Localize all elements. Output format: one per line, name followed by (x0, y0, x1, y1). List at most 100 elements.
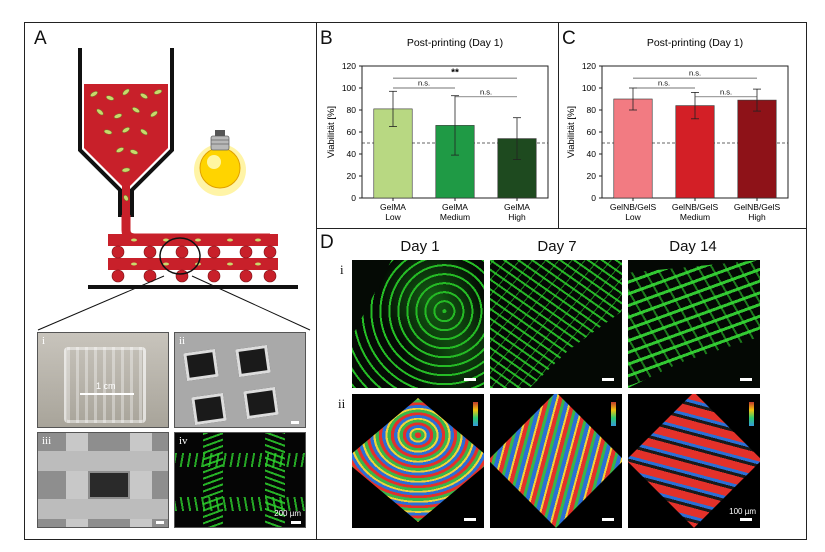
x-tick-label: High (508, 212, 526, 222)
significance-label: n.s. (480, 87, 492, 96)
scale-bar-d7-3d (602, 518, 614, 521)
x-tick-label: GelMA (504, 202, 530, 212)
scale-bar-d7 (602, 378, 614, 381)
x-tick-label: Medium (440, 212, 470, 222)
x-tick-label: GelMA (442, 202, 468, 212)
photo-printed-grid: i 1 cm (37, 332, 169, 428)
sub-label-iii: iii (42, 435, 52, 447)
sem-strand-horizontal (38, 451, 168, 471)
photo-sem-grid: iii (37, 432, 169, 528)
divider-bc (558, 22, 559, 228)
y-tick-label: 100 (342, 83, 356, 93)
depth-colorbar (611, 402, 616, 426)
fluorescent-strand (175, 497, 305, 511)
x-tick-label: High (748, 212, 766, 222)
depth-colorbar (749, 402, 754, 426)
zoom-circle (159, 237, 201, 275)
scale-text-iv: 200 µm (274, 509, 301, 518)
significance-label: n.s. (689, 69, 701, 78)
x-tick-label: GelMA (380, 202, 406, 212)
sub-label-i: i (42, 335, 46, 347)
scale-text-i: 1 cm (96, 381, 116, 391)
fluorescent-strand (203, 433, 223, 527)
y-tick-label: 40 (587, 149, 597, 159)
scale-bar-d14-3d (740, 518, 752, 521)
sub-label-iv: iv (179, 435, 188, 447)
zoom-lines (37, 275, 311, 331)
build-plate (88, 285, 298, 289)
y-axis-label: Viabilität [%] (326, 106, 337, 158)
reservoir-cells (90, 88, 163, 202)
y-tick-label: 40 (347, 149, 357, 159)
x-tick-label: Medium (680, 212, 710, 222)
y-tick-label: 0 (351, 193, 356, 203)
light-bulb-icon (194, 130, 246, 196)
chart-gelma-viability: Post-printing (Day 1) 0 20 40 60 80 100 120 Viab… (326, 37, 549, 222)
chart-gelnb-viability: Post-printing (Day 1) 0 20 40 60 80 100 120 Viab… (566, 37, 789, 222)
divider-horizontal (316, 228, 807, 229)
scale-bar-d1-3d (464, 518, 476, 521)
fluorescent-strand (175, 453, 305, 467)
chart-title: Post-printing (Day 1) (647, 37, 743, 49)
print-layer-middle (108, 258, 278, 270)
y-tick-label: 120 (342, 61, 356, 71)
pore (183, 348, 219, 382)
reconstruction-day7-3d (490, 394, 622, 528)
sub-label-ii: ii (179, 335, 186, 347)
x-tick-label: GelNB/GelS (610, 202, 657, 212)
day-label-7: Day 7 (537, 238, 577, 255)
x-tick-label: Low (385, 212, 401, 222)
y-tick-label: 20 (587, 171, 597, 181)
scale-bar-iii (156, 521, 164, 524)
y-tick-label: 80 (347, 105, 357, 115)
layer-cells (131, 238, 261, 266)
day-label-14: Day 14 (669, 238, 717, 255)
bioprinting-schematic (78, 48, 298, 289)
significance-label: n.s. (418, 79, 430, 88)
day-label-1: Day 1 (400, 238, 440, 255)
row-label-i: i (340, 262, 344, 277)
photo-fluorescence-grid: iv 200 µm (174, 432, 306, 528)
divider-vertical (316, 22, 317, 540)
bar (613, 98, 653, 199)
panel-label-c: C (562, 28, 576, 49)
chart-title: Post-printing (Day 1) (407, 37, 503, 49)
sem-pore (90, 473, 128, 497)
bar (737, 99, 777, 199)
bar (675, 105, 715, 199)
panel-label-d: D (320, 232, 334, 253)
scale-text-d: 100 µm (729, 507, 756, 516)
micrograph-day14-2d (628, 260, 760, 388)
scale-bar-i (80, 393, 134, 395)
depth-colorbar (473, 402, 478, 426)
strand-cross-sections (111, 245, 277, 283)
pore (191, 392, 227, 426)
photo-micrograph-grid: ii (174, 332, 306, 428)
y-tick-label: 60 (347, 127, 357, 137)
y-tick-label: 80 (587, 105, 597, 115)
x-tick-label: GelNB/GelS (672, 202, 719, 212)
y-axis-label: Viabilität [%] (566, 106, 577, 158)
y-tick-label: 0 (591, 193, 596, 203)
significance-label: n.s. (658, 79, 670, 88)
micrograph-day1-2d (352, 260, 484, 388)
figure-frame (24, 22, 807, 540)
row-label-ii: ii (338, 396, 346, 411)
print-layer-top (108, 234, 278, 246)
y-tick-label: 100 (582, 83, 596, 93)
scale-bar-d1 (464, 378, 476, 381)
reconstruction-day14-3d: 100 µm (628, 394, 760, 528)
pore (243, 386, 279, 420)
sem-strand-horizontal (38, 499, 168, 519)
scale-bar-iv (291, 521, 301, 524)
x-tick-label: GelNB/GelS (734, 202, 781, 212)
panel-label-a: A (34, 28, 47, 49)
bioink-reservoir (84, 84, 168, 215)
y-tick-label: 60 (587, 127, 597, 137)
y-tick-label: 120 (582, 61, 596, 71)
printed-construct (64, 347, 146, 423)
scale-bar-d14 (740, 378, 752, 381)
scale-bar-ii (291, 421, 299, 424)
y-tick-label: 20 (347, 171, 357, 181)
significance-label: ** (451, 68, 459, 79)
